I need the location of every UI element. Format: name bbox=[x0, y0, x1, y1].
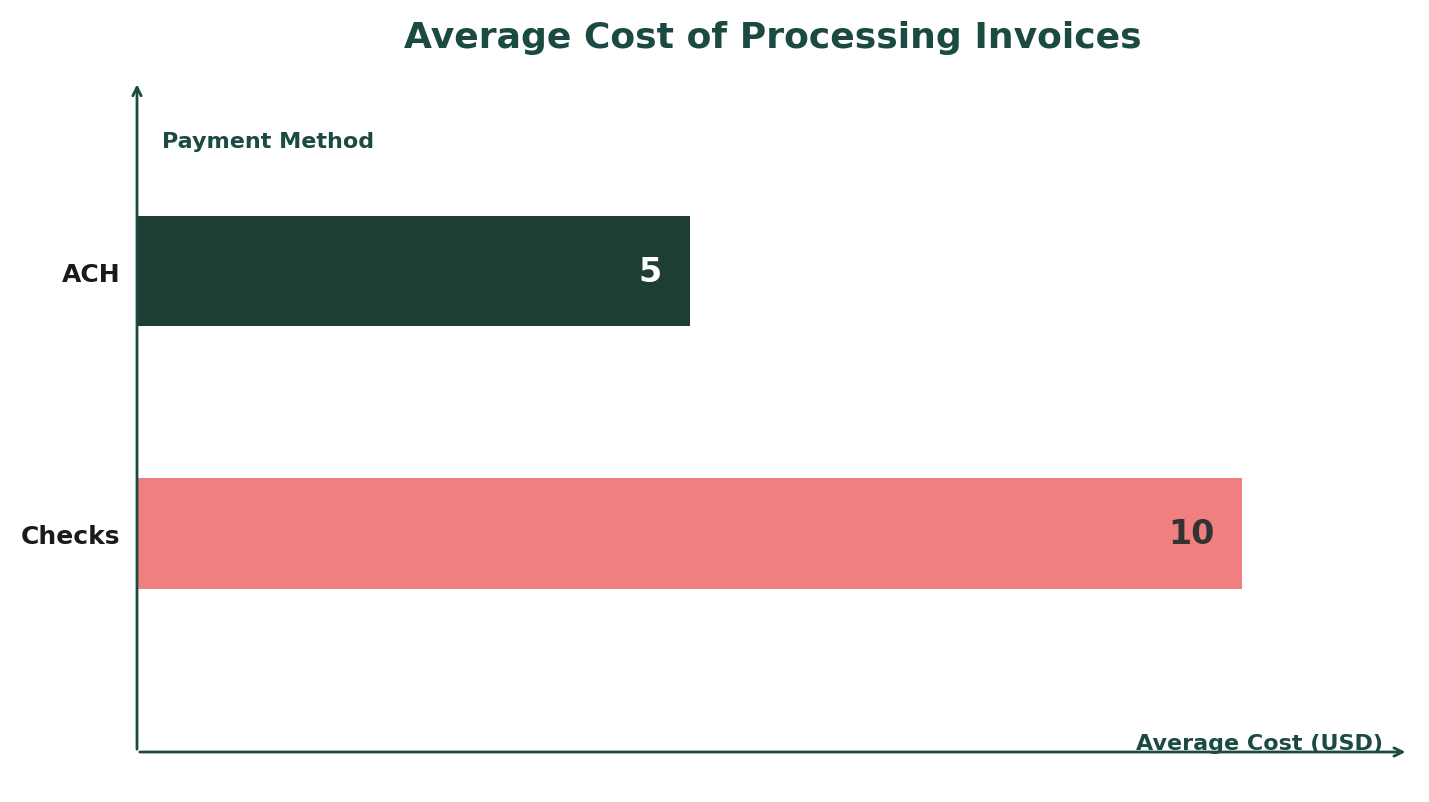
Text: Average Cost (USD): Average Cost (USD) bbox=[1136, 733, 1383, 753]
Bar bbox=[137, 217, 690, 327]
Text: 5: 5 bbox=[639, 255, 662, 288]
Text: Payment Method: Payment Method bbox=[163, 132, 374, 152]
Title: Average Cost of Processing Invoices: Average Cost of Processing Invoices bbox=[404, 21, 1142, 55]
Text: 10: 10 bbox=[1169, 517, 1215, 550]
Bar bbox=[137, 479, 1242, 589]
